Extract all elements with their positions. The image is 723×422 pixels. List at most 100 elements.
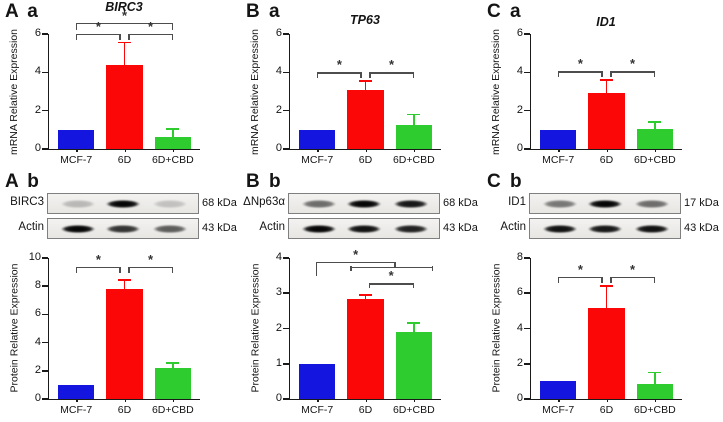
x-tick: [558, 149, 560, 152]
capline-end: [350, 265, 352, 271]
blot-protein-label: Actin: [18, 221, 44, 233]
blot-protein-label: ΔNp63α: [243, 196, 285, 208]
bracket-end: [76, 267, 78, 274]
y-tick: [524, 109, 530, 112]
y-tick-label: 4: [34, 65, 41, 78]
bar-MCF-7: [540, 129, 577, 149]
y-tick-label: 0: [275, 392, 282, 404]
significance-bracket: [76, 33, 121, 35]
y-tick-label: 4: [516, 321, 523, 334]
blot-row: ID1 17 kDa: [482, 193, 723, 215]
plot-area: 0 2 4 6 8 10 MCF-7 6D 6D+CBD * *: [29, 251, 200, 416]
y-tick-label: 0: [34, 142, 41, 154]
y-tick-label: 2: [275, 321, 282, 334]
bracket-end: [171, 267, 173, 274]
x-tick: [172, 149, 175, 152]
error-bar-cap: [648, 371, 662, 374]
significance-star: *: [336, 57, 342, 73]
protein-band: [343, 223, 385, 234]
x-category-label: 6D+CBD: [151, 404, 194, 416]
significance-star: *: [577, 261, 583, 277]
y-axis-label: Protein Relative Expression: [249, 263, 262, 393]
bracket-end: [412, 283, 414, 289]
bar-6D: [347, 89, 384, 149]
panel-protein-id1: Protein Relative Expression 0 2 4 6 8 MCF-7 6D…: [482, 246, 723, 422]
bracket-end: [128, 267, 130, 274]
y-tick-label: 10: [28, 251, 41, 263]
error-bar: [364, 295, 367, 304]
y-axis-label: mRNA Relative Expression: [249, 28, 262, 156]
significance-bracket: [315, 261, 396, 263]
bar-6D: [588, 308, 625, 399]
y-tick: [283, 292, 289, 295]
error-bar: [123, 279, 126, 293]
protein-band: [630, 198, 673, 209]
chart-title: ID1: [596, 15, 616, 29]
significance-bracket: [317, 72, 362, 74]
x-tick: [317, 149, 319, 152]
y-tick: [524, 292, 530, 295]
y-axis-label: Protein Relative Expression: [8, 263, 21, 393]
x-tick: [654, 149, 657, 152]
x-tick: [76, 149, 78, 152]
bar-6D: [106, 64, 143, 149]
x-category-label: 6D+CBD: [151, 154, 194, 166]
y-tick: [42, 313, 48, 316]
protein-band: [148, 198, 191, 209]
bracket-end: [119, 267, 121, 274]
bracket-end: [171, 22, 173, 30]
blot-row: Actin 43 kDa: [482, 218, 723, 240]
bracket-end: [558, 276, 560, 283]
bracket-end: [76, 33, 78, 40]
y-tick: [524, 398, 530, 400]
bracket-end: [368, 283, 370, 289]
plot-area: 0 2 4 6 8 MCF-7 6D 6D+CBD * *: [517, 251, 682, 416]
bar-6D+CBD: [636, 128, 673, 149]
blot-membrane: [47, 218, 199, 239]
x-category-label: 6D: [358, 154, 373, 166]
blot-panel-birc3: A b BIRC3 68 kDa Actin 43 kDa: [0, 170, 241, 248]
error-bar: [172, 128, 174, 141]
significance-bracket: [369, 72, 414, 74]
plot-area: 0 1 2 3 4 MCF-7 6D 6D+CBD * *: [276, 247, 441, 416]
blot-kda-label: 43 kDa: [684, 222, 719, 234]
y-tick-label: 2: [34, 363, 41, 376]
blot-row: ΔNp63α 68 kDa: [241, 193, 482, 215]
y-tick-label: 0: [516, 392, 523, 404]
bar-6D: [347, 299, 384, 399]
panel-protein-np63: Protein Relative Expression 0 1 2 3 4 MCF-7 6D…: [241, 246, 482, 422]
panel-label: B a: [246, 1, 282, 22]
bracket-end: [315, 261, 317, 276]
x-category-label: MCF-7: [60, 404, 93, 416]
y-tick: [524, 327, 530, 330]
plot-area: 0 2 4 6 MCF-7 6D 6D+CBD * * *: [35, 8, 200, 166]
y-tick-label: 0: [516, 142, 523, 154]
blot-kda-label: 43 kDa: [443, 222, 478, 234]
bracket-end: [128, 33, 130, 40]
y-tick: [42, 33, 48, 35]
x-tick: [413, 399, 416, 402]
panel-mrna-birc3: A a BIRC3 mRNA Relative Expression 0 2 4 6 M…: [0, 0, 241, 172]
y-tick-label: 4: [275, 251, 282, 263]
significance-star: *: [148, 252, 154, 268]
y-axis-label: Protein Relative Expression: [490, 263, 503, 393]
x-category-label: 6D: [117, 404, 132, 416]
bracket-end: [119, 33, 121, 40]
x-tick: [124, 399, 126, 402]
y-tick-label: 6: [516, 286, 523, 299]
protein-band: [389, 198, 432, 209]
y-tick: [42, 341, 48, 344]
error-bar-cap: [407, 113, 421, 116]
blot-protein-label: ID1: [508, 196, 526, 208]
bracket-end: [360, 72, 362, 79]
protein-band: [102, 198, 144, 209]
y-tick-label: 2: [516, 103, 523, 116]
y-tick-label: 2: [275, 103, 282, 116]
x-tick: [413, 149, 416, 152]
significance-star: *: [577, 56, 583, 72]
error-bar-cap: [407, 322, 421, 324]
x-category-label: MCF-7: [60, 154, 93, 166]
bar-6D+CBD: [636, 384, 673, 399]
capline-end: [432, 265, 434, 271]
x-tick: [558, 399, 560, 402]
